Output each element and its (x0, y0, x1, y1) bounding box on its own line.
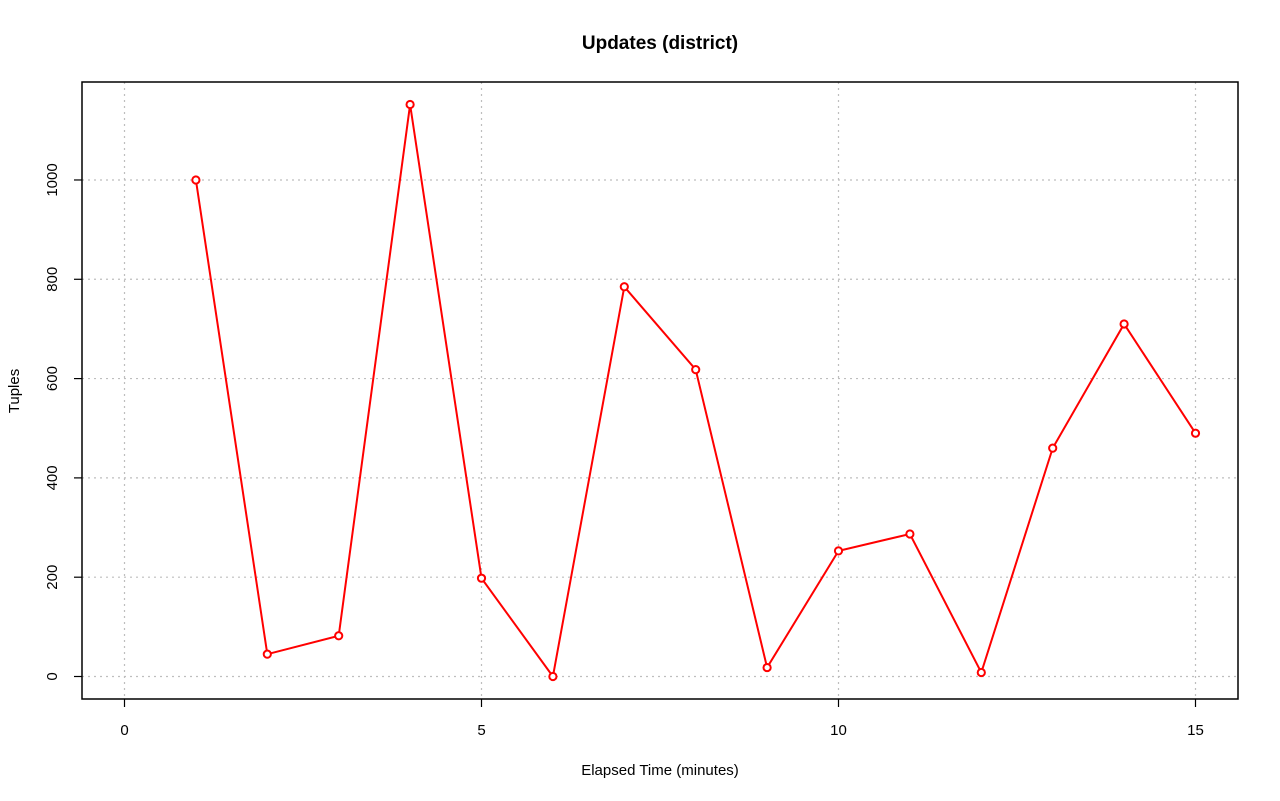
chart-title: Updates (district) (582, 33, 738, 54)
plot-area-border (81, 81, 1239, 700)
data-point (976, 667, 986, 678)
series-line (194, 104, 1197, 679)
grid (82, 82, 1238, 699)
data-point (334, 631, 344, 641)
x-tick-label: 0 (120, 722, 128, 739)
y-axis-label: Tuples (6, 369, 23, 413)
data-point (833, 546, 844, 556)
data-point (262, 649, 272, 659)
data-point (619, 282, 629, 292)
y-tick-label: 0 (44, 672, 61, 680)
data-point (905, 529, 915, 539)
data-point (1190, 428, 1201, 438)
data-point (191, 175, 201, 185)
y-tick-label: 200 (44, 565, 61, 590)
y-tick-label: 1000 (44, 163, 61, 196)
data-point (476, 573, 487, 583)
data-point (762, 662, 772, 673)
y-tick-label: 400 (44, 465, 61, 490)
data-point (1119, 319, 1129, 329)
data-point (1048, 443, 1058, 453)
axes: 0 5 10 15 0 200 400 600 800 1000 (44, 163, 1204, 739)
x-tick-label: 10 (830, 722, 847, 739)
x-tick-label: 5 (477, 722, 485, 739)
y-tick-label: 800 (44, 267, 61, 292)
x-axis-label: Elapsed Time (minutes) (581, 762, 739, 779)
y-tick-label: 600 (44, 366, 61, 391)
x-tick-label: 15 (1187, 722, 1204, 739)
data-point (405, 99, 415, 110)
data-point (691, 365, 701, 375)
series-layer (191, 99, 1201, 682)
data-point (548, 671, 558, 682)
